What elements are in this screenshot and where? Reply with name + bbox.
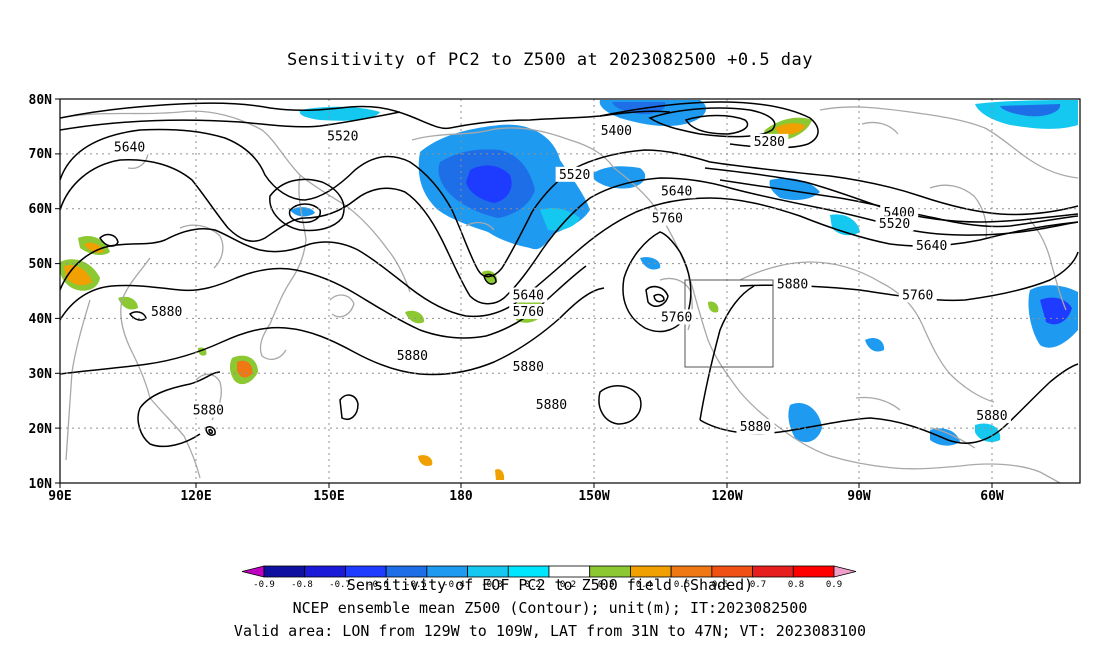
- contour-label-bg: [189, 402, 228, 418]
- colorbar-tick-label: -0.9: [253, 580, 275, 590]
- colorbar-tick-label: -0.3: [481, 580, 503, 590]
- map-frame: [59, 98, 1081, 484]
- contour-label: 5880: [397, 349, 428, 364]
- colorbar-tick-label: 0.5: [674, 580, 690, 590]
- contour-label-bg: [110, 139, 149, 155]
- contour-label-bg: [657, 183, 696, 199]
- lat-tick-label: 20N: [29, 422, 53, 437]
- contour-label: 5880: [536, 398, 567, 413]
- contour-label-bg: [750, 133, 789, 149]
- colorbar: -0.9 -0.8 -0.7 -0.6 -0.5 -0.4 -0.3 -0.2 0.2 0.3 0.…: [241, 565, 857, 590]
- lon-tick-label: 150E: [313, 489, 344, 504]
- contour-label-bg: [912, 238, 951, 254]
- lat-tick-label: 30N: [29, 367, 53, 382]
- contour-label: 5520: [559, 168, 590, 183]
- lon-tick-label: 90W: [847, 489, 871, 504]
- contour-label: 5760: [652, 212, 683, 227]
- contour-label-bg: [393, 347, 432, 363]
- colorbar-tick-label: 0.6: [712, 580, 728, 590]
- lon-tick-label: 90E: [48, 489, 71, 504]
- lat-tick-label: 70N: [29, 147, 53, 162]
- lon-tick-label: 180: [449, 489, 473, 504]
- contour-label-bg: [736, 419, 775, 435]
- axis-ticks: [55, 98, 993, 488]
- contour-label-bg: [657, 309, 696, 325]
- contour-label-bg: [773, 276, 812, 292]
- contour-label-bg: [972, 408, 1011, 424]
- contour-label: 5880: [976, 409, 1007, 424]
- lon-tick-label: 150W: [578, 489, 609, 504]
- negative-sensitivity-atlantic: [640, 257, 1078, 446]
- lon-tick-label: 120E: [180, 489, 211, 504]
- contour-label: 5280: [754, 135, 785, 150]
- contour-label: 5400: [601, 124, 632, 139]
- contour-label-bg: [555, 166, 594, 182]
- contour-label-bg: [323, 128, 362, 144]
- coastlines: [60, 106, 1079, 483]
- colorbar-tick-label: -0.2: [519, 580, 541, 590]
- figure-title: Sensitivity of PC2 to Z500 at 2023082500…: [286, 50, 813, 70]
- lon-tick-labels: 90E 120E 150E 180 150W 120W 90W 60W: [48, 489, 1004, 504]
- colorbar-tick-label: -0.6: [367, 580, 389, 590]
- colorbar-tick-label: -0.5: [405, 580, 427, 590]
- contour-label: 5760: [902, 288, 933, 303]
- contour-label: 5640: [513, 288, 544, 303]
- contour-label-bg: [875, 216, 914, 232]
- lon-tick-label: 120W: [711, 489, 742, 504]
- contour-label: 5640: [114, 140, 145, 155]
- negative-sensitivity-arctic: [599, 100, 1078, 236]
- contour-label-bg: [648, 210, 687, 226]
- contour-label: 5880: [151, 305, 182, 320]
- colorbar-tick-label: 0.9: [826, 580, 842, 590]
- contour-label: 5760: [513, 305, 544, 320]
- colorbar-tick-label: 0.2: [560, 580, 576, 590]
- colorbar-tick-label: 0.3: [598, 580, 614, 590]
- lat-tick-label: 80N: [29, 93, 53, 108]
- contour-label: 5880: [193, 404, 224, 419]
- colorbar-tick-label: -0.8: [291, 580, 313, 590]
- contour-label-bg: [147, 303, 186, 319]
- contour-label: 5760: [661, 310, 692, 325]
- lat-tick-labels: 10N 20N 30N 40N 50N 60N 70N 80N: [29, 93, 53, 492]
- colorbar-upper-extension: [833, 565, 857, 578]
- contour-label-bg: [509, 358, 548, 374]
- caption-shaded-field: Sensitivity of EOF PC2 to Z500 field (Sh…: [346, 576, 754, 594]
- negative-sensitivity-north-pacific: [290, 106, 646, 250]
- colorbar-tick-label: -0.4: [443, 580, 465, 590]
- contour-label: 5640: [661, 184, 692, 199]
- colorbar-tick-label: 0.8: [788, 580, 804, 590]
- lat-tick-label: 50N: [29, 257, 53, 272]
- colorbar-tick-label: 0.4: [636, 580, 652, 590]
- contour-label: 5640: [916, 239, 947, 254]
- lat-tick-label: 40N: [29, 312, 53, 327]
- lat-tick-label: 60N: [29, 202, 53, 217]
- colorbar-tick-label: -0.7: [329, 580, 351, 590]
- caption-contour-field: NCEP ensemble mean Z500 (Contour); unit(…: [292, 599, 808, 617]
- z500-contours: [60, 101, 1079, 448]
- contour-label: 5880: [777, 278, 808, 293]
- contour-label: 5520: [327, 129, 358, 144]
- contour-label-bg: [509, 303, 548, 319]
- caption-valid-area: Valid area: LON from 129W to 109W, LAT f…: [233, 622, 867, 640]
- contour-label-bg: [509, 287, 548, 303]
- contour-label-bg: [898, 287, 937, 303]
- contour-label-bg: [532, 397, 571, 413]
- contour-label: 5520: [879, 217, 910, 232]
- sensitivity-shading: [60, 100, 1078, 480]
- valid-area-box: [684, 279, 774, 368]
- lon-tick-label: 60W: [980, 489, 1004, 504]
- contour-label-bg: [597, 122, 636, 138]
- contour-label: 5880: [740, 420, 771, 435]
- colorbar-tick-label: 0.7: [750, 580, 766, 590]
- contour-label: 5880: [513, 360, 544, 375]
- lat-tick-label: 10N: [29, 477, 53, 492]
